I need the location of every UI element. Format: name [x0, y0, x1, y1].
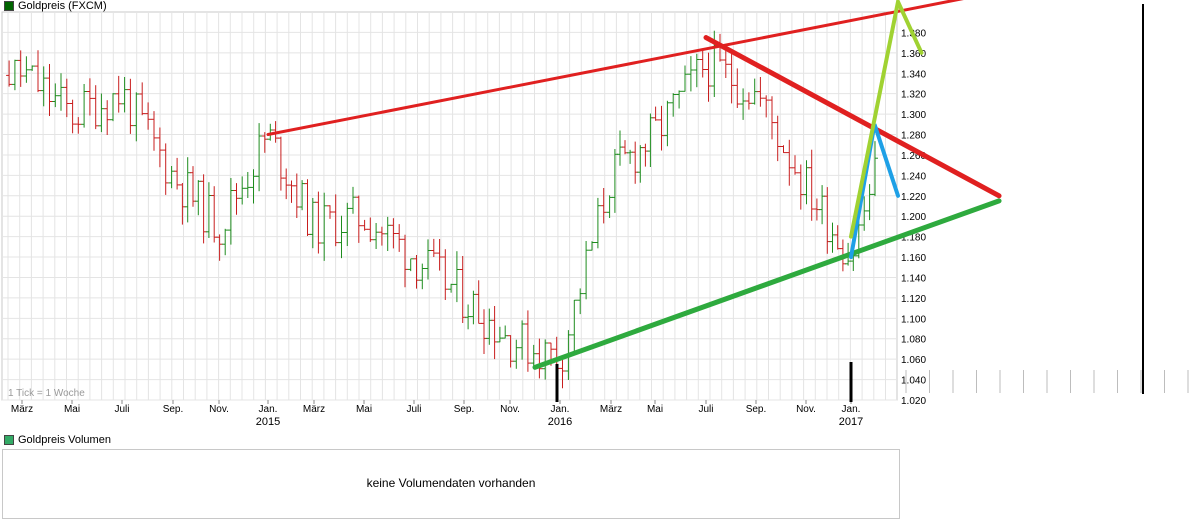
x-tick-label: Sep. — [454, 404, 475, 415]
y-tick-label: 1.280 — [901, 131, 926, 142]
y-tick-label: 1.340 — [901, 69, 926, 80]
x-tick-label: Sep. — [746, 404, 767, 415]
x-tick-label: Nov. — [500, 404, 520, 415]
y-tick-label: 1.240 — [901, 171, 926, 182]
resistance-line-upper — [266, 0, 964, 137]
y-tick-label: 1.140 — [901, 273, 926, 284]
x-tick-label: Jan. — [259, 404, 278, 415]
x-tick-label: Juli — [698, 404, 713, 415]
y-tick-label: 1.080 — [901, 335, 926, 346]
x-year-label: 2015 — [256, 416, 280, 428]
x-tick-label: Sep. — [163, 404, 184, 415]
y-tick-label: 1.120 — [901, 294, 926, 305]
volume-panel: keine Volumendaten vorhanden — [2, 449, 900, 519]
volume-chart-title-text: Goldpreis Volumen — [18, 434, 111, 446]
volume-chart-title: Goldpreis Volumen — [4, 434, 111, 446]
x-tick-label: März — [303, 404, 325, 415]
y-tick-label: 1.040 — [901, 376, 926, 387]
x-tick-label: Juli — [406, 404, 421, 415]
price-chart-title-text: Goldpreis (FXCM) — [18, 0, 107, 12]
y-tick-label: 1.060 — [901, 355, 926, 366]
y-tick-label: 1.300 — [901, 110, 926, 121]
resistance-line-falling — [703, 35, 1002, 199]
volume-legend-square-icon — [4, 435, 14, 445]
y-tick-label: 1.360 — [901, 49, 926, 60]
y-tick-label: 1.220 — [901, 192, 926, 203]
y-tick-label: 1.160 — [901, 253, 926, 264]
volume-empty-message: keine Volumendaten vorhanden — [366, 476, 536, 490]
price-legend-square-icon — [4, 1, 14, 11]
x-tick-label: Nov. — [796, 404, 816, 415]
tick-note: 1 Tick = 1 Woche — [8, 388, 85, 399]
x-tick-label: Mai — [647, 404, 663, 415]
x-tick-label: Mai — [64, 404, 80, 415]
plot-area — [1, 11, 898, 401]
x-tick-label: Jan. — [842, 404, 861, 415]
support-line — [532, 198, 1002, 370]
y-tick-label: 1.200 — [901, 212, 926, 223]
y-tick-label: 1.180 — [901, 233, 926, 244]
y-tick-label: 1.260 — [901, 151, 926, 162]
x-tick-label: März — [11, 404, 33, 415]
price-chart-title: Goldpreis (FXCM) — [4, 0, 107, 12]
x-tick-label: Juli — [114, 404, 129, 415]
x-tick-label: Mai — [356, 404, 372, 415]
y-tick-label: 1.100 — [901, 314, 926, 325]
x-year-label: 2017 — [839, 416, 863, 428]
arrow-lime — [849, 0, 924, 239]
x-year-label: 2016 — [548, 416, 572, 428]
y-tick-label: 1.320 — [901, 90, 926, 101]
x-tick-label: Nov. — [209, 404, 229, 415]
x-tick-label: Jan. — [551, 404, 570, 415]
x-tick-label: März — [600, 404, 622, 415]
y-tick-label: 1.020 — [901, 396, 926, 407]
